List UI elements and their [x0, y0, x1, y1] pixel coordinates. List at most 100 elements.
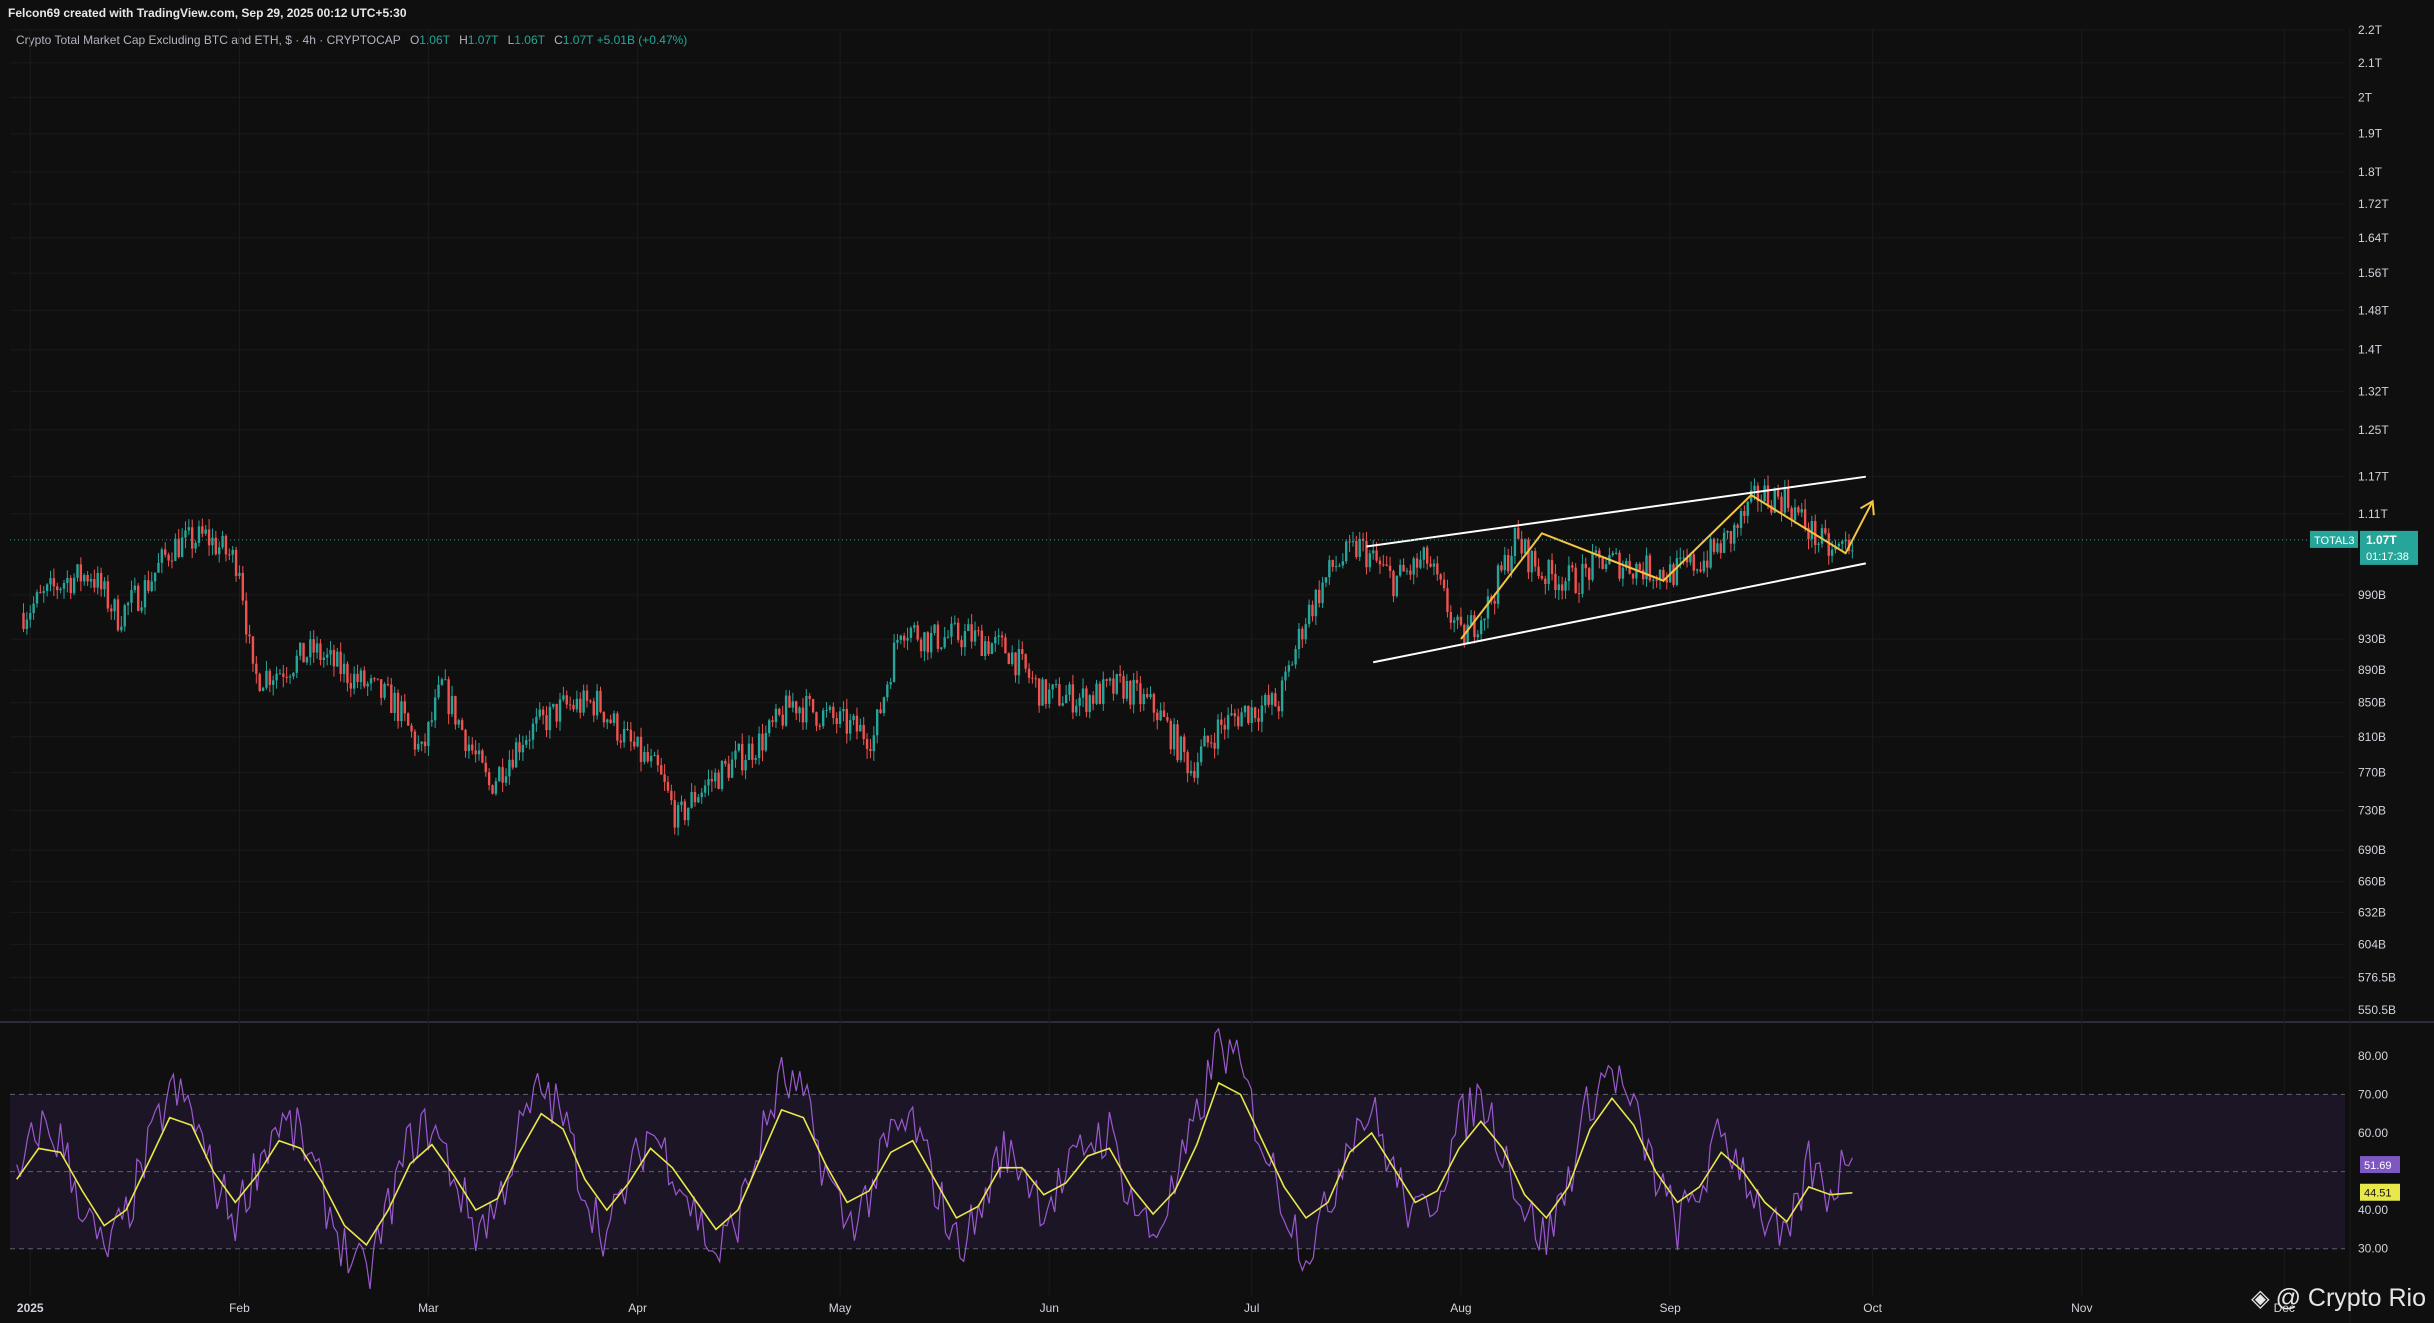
- candle-body: [1550, 560, 1554, 574]
- candle-body: [923, 632, 926, 652]
- candle-body: [676, 805, 680, 828]
- candle-body: [592, 701, 595, 716]
- candle-body: [25, 619, 29, 630]
- y-tick-label: 730B: [2358, 803, 2386, 817]
- candle-body: [238, 572, 241, 576]
- candle-body: [1814, 521, 1817, 545]
- candle-body: [120, 626, 123, 631]
- candle-body: [1621, 567, 1625, 579]
- candle-body: [1385, 564, 1388, 566]
- candle-body: [565, 695, 568, 705]
- candle-body: [916, 625, 919, 640]
- candle-body: [1706, 560, 1709, 568]
- candle-body: [741, 743, 744, 771]
- candle-body: [845, 708, 849, 734]
- candle-body: [106, 581, 110, 609]
- candle-body: [1226, 715, 1230, 730]
- candle-body: [1017, 648, 1021, 676]
- candle-body: [1010, 652, 1014, 665]
- candle-body: [62, 582, 66, 589]
- y-tick-label: 1.32T: [2358, 384, 2389, 398]
- price-tag-value: 1.07T: [2366, 533, 2397, 547]
- y-tick-label: 690B: [2358, 843, 2386, 857]
- candle-body: [1392, 571, 1395, 597]
- candle-body: [1699, 569, 1702, 572]
- candle-body: [207, 529, 211, 546]
- y-tick-label: 1.64T: [2358, 231, 2389, 245]
- candle-body: [771, 720, 774, 723]
- candle-body: [1658, 569, 1662, 581]
- candle-body: [319, 643, 322, 661]
- candle-body: [1402, 564, 1405, 572]
- candle-body: [69, 578, 72, 594]
- candle-body: [1196, 762, 1199, 778]
- candle-body: [865, 738, 869, 749]
- candle-body: [471, 744, 474, 751]
- candle-body: [1372, 550, 1375, 554]
- candle-body: [29, 613, 32, 620]
- candle-body: [1216, 719, 1220, 749]
- candle-body: [1071, 684, 1075, 713]
- candle-body: [1284, 671, 1287, 681]
- candle-body: [1695, 569, 1699, 571]
- candle-body: [1773, 490, 1776, 513]
- candle-body: [393, 692, 396, 713]
- candle-body: [1449, 612, 1453, 623]
- candle-body: [1500, 565, 1503, 571]
- candle-body: [96, 572, 99, 588]
- watermark-text: @ Crypto Rio: [2275, 1284, 2426, 1312]
- candle-body: [781, 714, 784, 726]
- candle-body: [1021, 648, 1024, 655]
- candle-body: [325, 654, 329, 658]
- y-tick-label: 1.11T: [2358, 507, 2388, 521]
- candle-body: [1345, 541, 1348, 562]
- candle-body: [1075, 705, 1078, 713]
- candle-body: [1156, 712, 1159, 721]
- x-tick-label: Feb: [229, 1301, 250, 1315]
- candle-body: [791, 701, 795, 708]
- candle-body: [933, 624, 936, 633]
- candle-body: [76, 564, 79, 578]
- candle-body: [130, 590, 133, 603]
- candle-body: [778, 708, 781, 715]
- candle-body: [1361, 538, 1365, 541]
- candle-body: [1631, 573, 1635, 579]
- candles-group: [22, 475, 1854, 836]
- candle-body: [690, 791, 693, 808]
- candle-body: [1007, 653, 1010, 665]
- candle-body: [1004, 637, 1007, 654]
- candle-body: [231, 549, 234, 555]
- candle-body: [956, 622, 960, 640]
- candle-body: [730, 759, 734, 778]
- symbol-line: Crypto Total Market Cap Excluding BTC an…: [16, 33, 401, 47]
- candle-body: [268, 670, 272, 685]
- candle-body: [727, 763, 730, 778]
- candle-body: [52, 578, 56, 587]
- candle-body: [1537, 566, 1540, 576]
- y-tick-label: 660B: [2358, 875, 2386, 889]
- candle-body: [1425, 547, 1429, 564]
- candle-body: [1115, 674, 1118, 694]
- candle-body: [1726, 530, 1729, 533]
- candle-body: [1527, 539, 1530, 573]
- candle-body: [953, 622, 956, 624]
- candle-body: [892, 642, 896, 683]
- candle-body: [575, 698, 579, 710]
- candle-body: [1483, 618, 1486, 621]
- candle-body: [1068, 684, 1071, 695]
- candle-body: [282, 673, 285, 677]
- candle-body: [349, 682, 353, 689]
- candle-body: [1253, 707, 1257, 719]
- candle-body: [1034, 678, 1037, 680]
- candle-body: [423, 741, 427, 747]
- candle-body: [22, 612, 25, 630]
- candle-body: [636, 736, 639, 747]
- candle-body: [1611, 553, 1614, 556]
- symbol-tag: TOTAL3: [2314, 535, 2355, 547]
- y-tick-label: 1.48T: [2358, 303, 2389, 317]
- candle-body: [1594, 550, 1598, 553]
- y-tick-label: 990B: [2358, 588, 2386, 602]
- candle-body: [558, 699, 562, 722]
- candle-body: [1739, 511, 1743, 528]
